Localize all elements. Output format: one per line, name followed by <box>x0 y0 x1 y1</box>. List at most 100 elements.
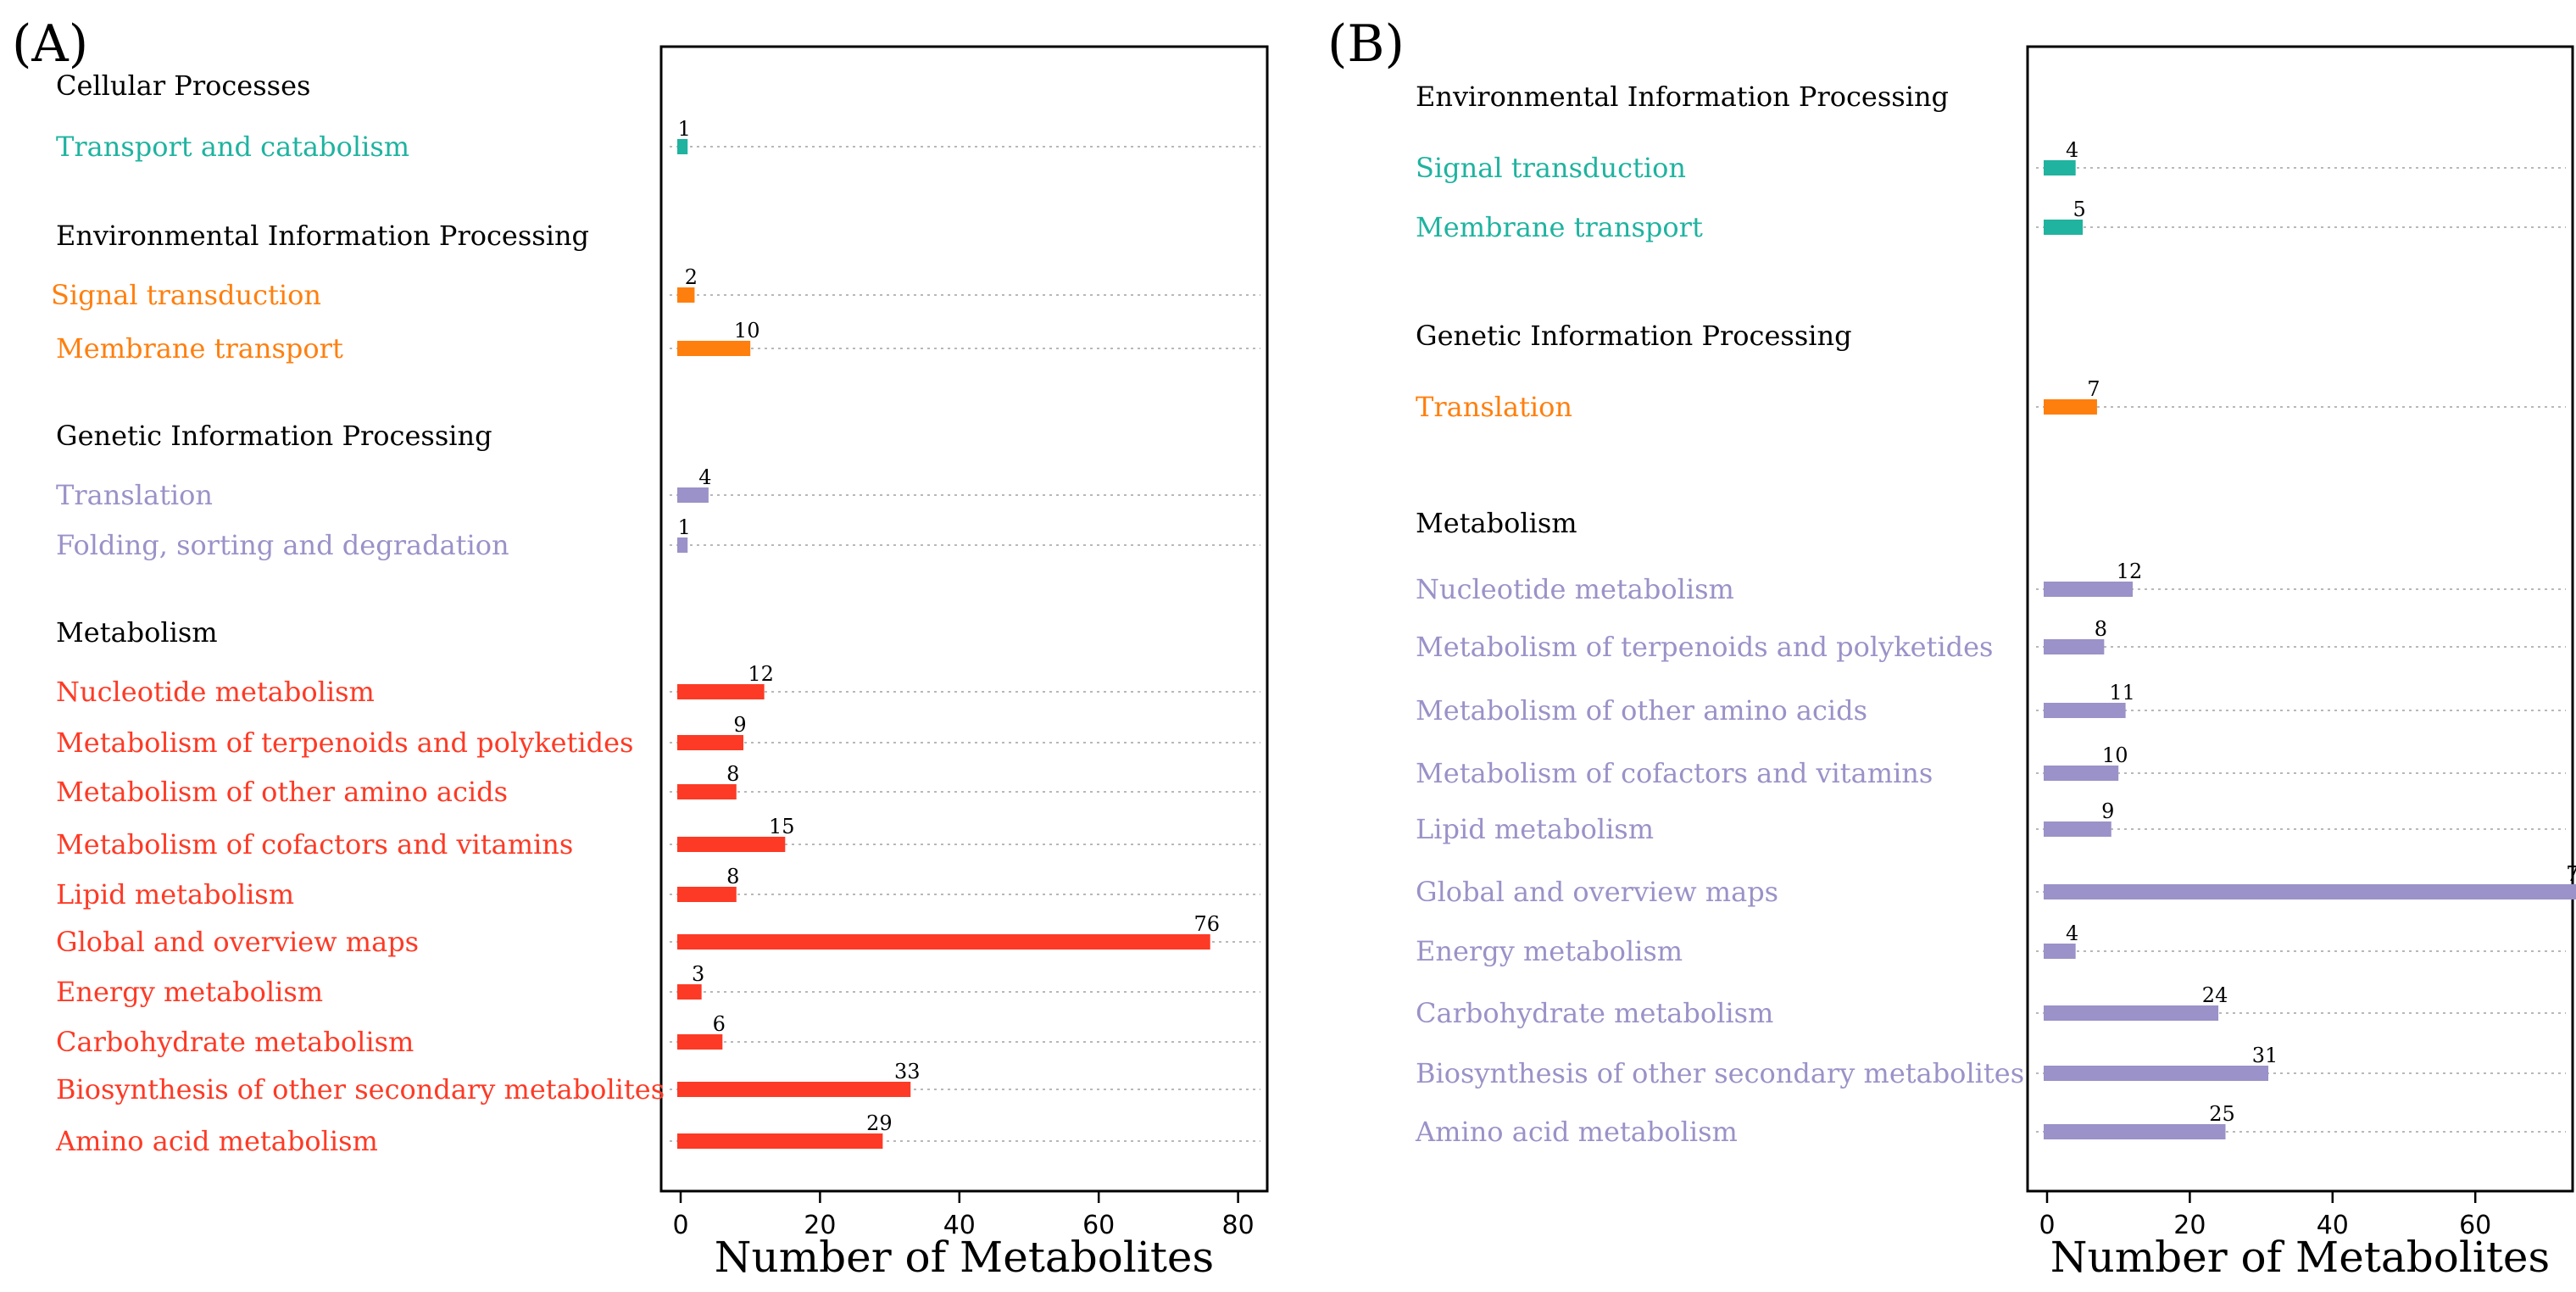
category-label: Metabolism of other amino acids <box>56 776 508 808</box>
bar <box>2044 703 2126 718</box>
value-label: 3 <box>692 962 704 986</box>
category-label: Signal transduction <box>1416 152 1686 184</box>
bar <box>2044 582 2134 597</box>
group-title: Genetic Information Processing <box>1416 320 1852 352</box>
category-label: Metabolism of other amino acids <box>1416 694 1867 727</box>
x-axis-title: Number of Metabolites <box>2050 1233 2550 1282</box>
value-label: 12 <box>748 662 774 686</box>
panel-a: (A)Cellular Processes Transport and catab… <box>12 14 1269 1282</box>
category-label: Folding, sorting and degradation <box>56 529 509 561</box>
bar <box>677 684 765 699</box>
category-label: Amino acid metabolism <box>1415 1116 1738 1148</box>
value-label: 7 <box>2087 377 2100 401</box>
category-label: Global and overview maps <box>56 926 419 958</box>
panel-label: (B) <box>1327 14 1405 74</box>
x-tick-label: 40 <box>943 1211 976 1240</box>
bar <box>2044 821 2111 837</box>
value-label: 8 <box>726 865 739 888</box>
plot-frame <box>659 45 1269 1193</box>
value-label: 75 <box>2566 862 2576 886</box>
category-label: Membrane transport <box>1416 211 1703 243</box>
value-label: 31 <box>2252 1044 2278 1067</box>
bar <box>677 784 737 799</box>
bar <box>677 887 737 902</box>
category-label: Energy metabolism <box>56 976 323 1008</box>
value-label: 2 <box>685 265 698 289</box>
bar <box>2044 884 2576 899</box>
category-label: Amino acid metabolism <box>55 1125 378 1157</box>
value-label: 29 <box>866 1111 893 1135</box>
category-label: Signal transduction <box>51 279 321 311</box>
value-label: 8 <box>726 762 739 786</box>
category-label: Lipid metabolism <box>1416 813 1654 845</box>
group-title: Metabolism <box>1416 507 1577 539</box>
plot-frame <box>2026 45 2574 1193</box>
bar <box>2044 766 2119 781</box>
value-label: 5 <box>2072 198 2085 221</box>
category-label: Metabolism of terpenoids and polyketides <box>56 727 633 759</box>
category-label: Global and overview maps <box>1416 876 1778 908</box>
bar <box>2044 399 2097 415</box>
category-label: Transport and catabolism <box>56 131 409 163</box>
value-label: 76 <box>1193 912 1220 936</box>
bar <box>2044 160 2076 175</box>
group-title: Environmental Information Processing <box>1416 81 1949 113</box>
group-title: Genetic Information Processing <box>56 420 492 452</box>
value-label: 9 <box>2101 799 2114 823</box>
value-label: 4 <box>2066 138 2078 162</box>
x-tick-label: 40 <box>2317 1211 2349 1240</box>
value-label: 10 <box>734 319 760 342</box>
category-label: Carbohydrate metabolism <box>56 1026 414 1058</box>
category-label: Metabolism of cofactors and vitamins <box>56 828 573 860</box>
value-label: 8 <box>2095 617 2107 641</box>
value-label: 33 <box>894 1060 921 1083</box>
value-label: 4 <box>2066 922 2078 945</box>
category-label: Biosynthesis of other secondary metaboli… <box>56 1073 665 1105</box>
x-tick-label: 20 <box>804 1211 836 1240</box>
bar <box>677 934 1210 950</box>
value-label: 12 <box>2117 560 2143 583</box>
bar <box>677 287 695 303</box>
category-label: Biosynthesis of other secondary metaboli… <box>1416 1057 2024 1089</box>
x-tick-label: 60 <box>2459 1211 2491 1240</box>
value-label: 15 <box>769 815 795 838</box>
category-label: Membrane transport <box>56 332 343 365</box>
value-label: 6 <box>713 1012 726 1036</box>
bar <box>677 487 709 503</box>
value-label: 11 <box>2109 681 2135 704</box>
bar <box>2044 944 2076 959</box>
bar <box>677 984 702 1000</box>
bar <box>677 537 688 553</box>
category-label: Nucleotide metabolism <box>56 676 375 708</box>
value-label: 1 <box>678 515 691 539</box>
category-label: Translation <box>1416 391 1572 423</box>
value-label: 25 <box>2209 1102 2235 1126</box>
x-tick-label: 80 <box>1222 1211 1255 1240</box>
category-label: Nucleotide metabolism <box>1416 573 1734 605</box>
x-axis-title: Number of Metabolites <box>715 1233 1214 1282</box>
group-title: Metabolism <box>56 616 218 649</box>
group-title: Environmental Information Processing <box>56 220 589 252</box>
category-label: Carbohydrate metabolism <box>1416 997 1773 1029</box>
bar <box>677 837 786 852</box>
value-label: 9 <box>733 713 746 737</box>
value-label: 10 <box>2102 743 2128 767</box>
bar <box>2044 639 2105 654</box>
category-label: Metabolism of cofactors and vitamins <box>1416 757 1933 789</box>
bar <box>2044 1066 2269 1081</box>
x-tick-label: 20 <box>2173 1211 2206 1240</box>
panel-b: (B) Environmental Information Processing S… <box>1327 14 2576 1282</box>
panel-label: (A) <box>12 14 88 74</box>
x-tick-label: 0 <box>672 1211 688 1240</box>
bar <box>677 1133 883 1149</box>
category-label: Metabolism of terpenoids and polyketides <box>1416 631 1993 663</box>
x-tick-label: 60 <box>1082 1211 1115 1240</box>
x-tick-label: 0 <box>2039 1211 2055 1240</box>
group-title: Cellular Processes <box>56 70 310 102</box>
value-label: 24 <box>2202 983 2228 1007</box>
bar <box>677 139 688 154</box>
category-label: Translation <box>56 479 213 511</box>
category-label: Lipid metabolism <box>56 878 294 911</box>
bar <box>2044 220 2084 235</box>
